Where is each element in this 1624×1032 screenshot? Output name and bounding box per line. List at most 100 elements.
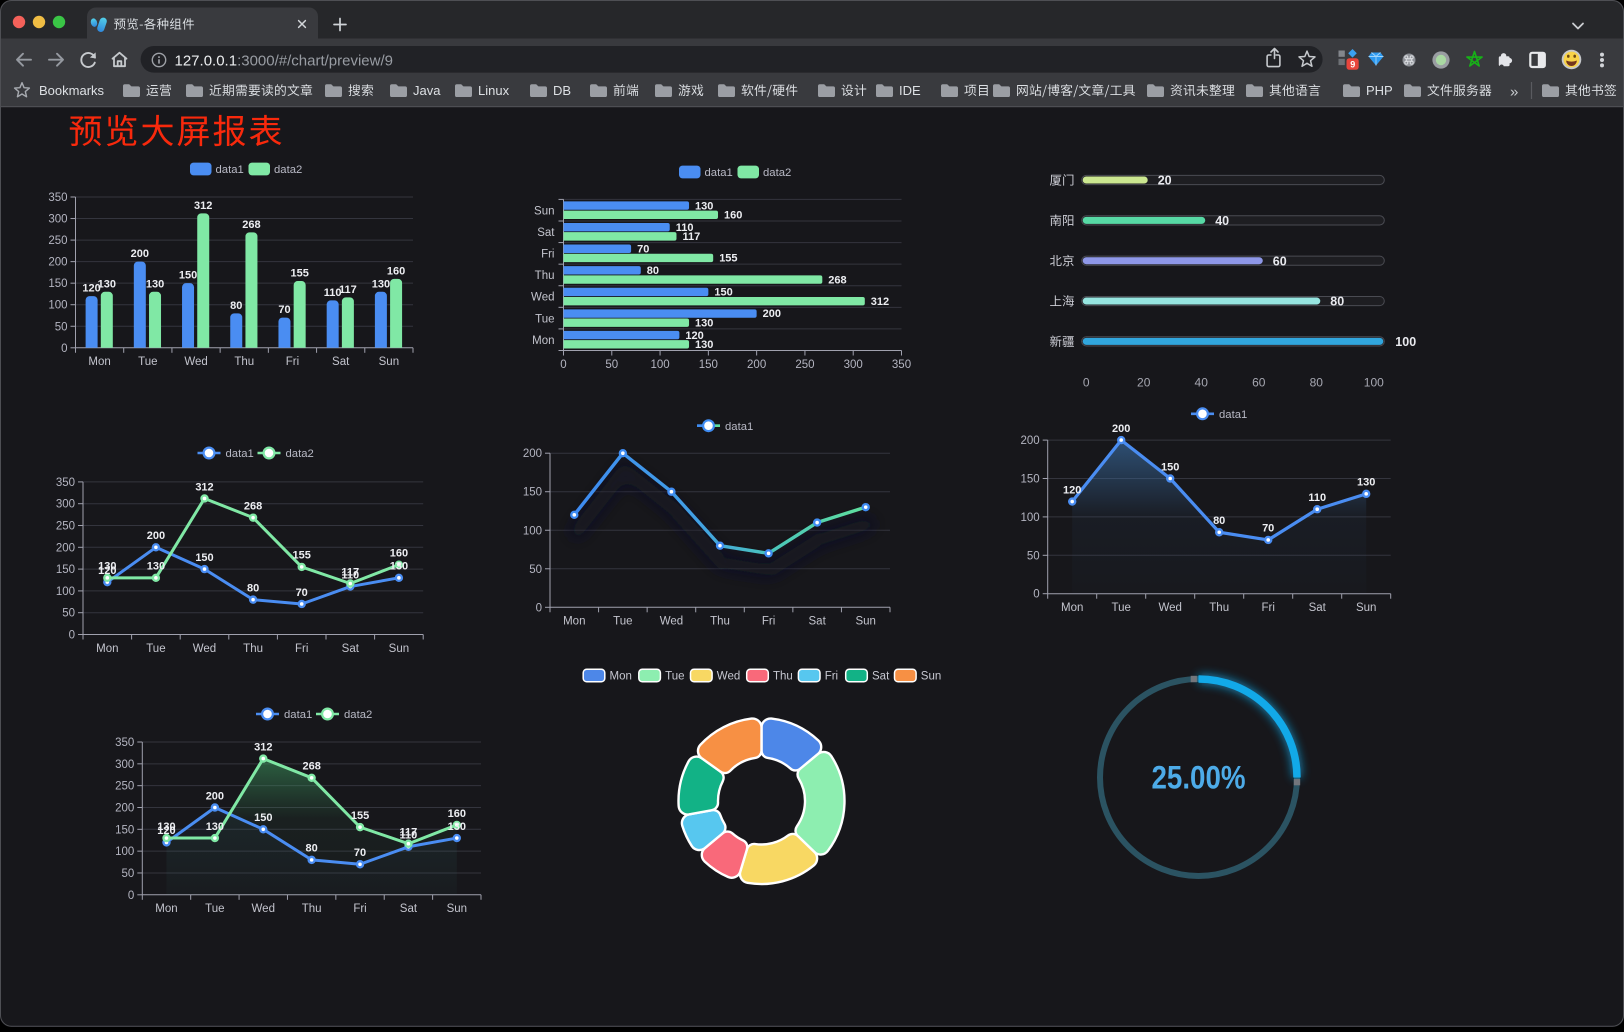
- svg-text:Tue: Tue: [535, 313, 554, 325]
- svg-text:100: 100: [1021, 512, 1040, 524]
- svg-text:data2: data2: [763, 167, 791, 179]
- svg-text:120: 120: [98, 565, 116, 577]
- svg-text:data1: data1: [284, 709, 312, 721]
- svg-text:50: 50: [55, 321, 68, 333]
- svg-text:250: 250: [48, 235, 67, 247]
- svg-text:Fri: Fri: [825, 671, 838, 683]
- svg-text:130: 130: [448, 821, 466, 833]
- svg-text:80: 80: [247, 582, 259, 594]
- svg-text:268: 268: [242, 219, 260, 231]
- svg-text:Wed: Wed: [193, 643, 216, 655]
- svg-text:70: 70: [296, 587, 308, 599]
- svg-text:200: 200: [206, 790, 224, 802]
- svg-text:100: 100: [115, 846, 134, 858]
- svg-text:130: 130: [695, 317, 713, 329]
- svg-text:110: 110: [341, 569, 359, 581]
- svg-text:300: 300: [115, 759, 134, 771]
- svg-text:155: 155: [351, 810, 369, 822]
- svg-text:268: 268: [828, 274, 846, 286]
- svg-text:130: 130: [157, 821, 175, 833]
- svg-text:50: 50: [62, 608, 75, 620]
- svg-text:0: 0: [536, 602, 542, 614]
- svg-text:100: 100: [48, 300, 67, 312]
- svg-text:50: 50: [1027, 550, 1040, 562]
- svg-text:150: 150: [699, 359, 718, 371]
- svg-text:130: 130: [98, 278, 116, 290]
- svg-text:Mon: Mon: [1061, 602, 1083, 614]
- svg-text:0: 0: [69, 630, 75, 642]
- svg-text:160: 160: [448, 808, 466, 820]
- svg-text:Sun: Sun: [921, 671, 941, 683]
- svg-text:130: 130: [390, 561, 408, 573]
- svg-text:150: 150: [48, 278, 67, 290]
- svg-text:Thu: Thu: [302, 903, 322, 915]
- svg-text:0: 0: [128, 890, 134, 902]
- svg-text:Tue: Tue: [138, 356, 157, 368]
- svg-text:150: 150: [1161, 461, 1179, 473]
- svg-text:150: 150: [254, 812, 272, 824]
- svg-text:150: 150: [523, 487, 542, 499]
- svg-text:Mon: Mon: [532, 335, 554, 347]
- svg-text:160: 160: [724, 209, 742, 221]
- svg-text:Sat: Sat: [537, 227, 555, 239]
- svg-text:250: 250: [115, 781, 134, 793]
- svg-text:350: 350: [115, 737, 134, 749]
- svg-text:120: 120: [1063, 484, 1081, 496]
- svg-text:Bookmarks: Bookmarks: [39, 83, 105, 98]
- svg-text:Mon: Mon: [88, 356, 110, 368]
- svg-text:120: 120: [82, 283, 100, 295]
- svg-text:60: 60: [1252, 376, 1266, 390]
- svg-text:9: 9: [1350, 59, 1355, 69]
- svg-text:350: 350: [56, 477, 75, 489]
- svg-text:110: 110: [324, 287, 342, 299]
- svg-text:268: 268: [244, 500, 262, 512]
- svg-text:Fri: Fri: [286, 356, 299, 368]
- svg-text:300: 300: [844, 359, 863, 371]
- svg-text:130: 130: [695, 339, 713, 351]
- svg-text:110: 110: [676, 222, 694, 234]
- svg-text:0: 0: [1083, 376, 1090, 390]
- svg-text:268: 268: [302, 761, 320, 773]
- svg-text:130: 130: [206, 821, 224, 833]
- svg-text:150: 150: [1021, 474, 1040, 486]
- svg-text:160: 160: [387, 265, 405, 277]
- svg-text:Wed: Wed: [252, 903, 275, 915]
- svg-text:100: 100: [1395, 335, 1416, 349]
- svg-text:250: 250: [56, 521, 75, 533]
- svg-text:DB: DB: [553, 83, 571, 98]
- svg-text:0: 0: [1033, 589, 1039, 601]
- svg-text:Sun: Sun: [389, 643, 409, 655]
- svg-text:130: 130: [1357, 477, 1375, 489]
- svg-text:70: 70: [278, 304, 290, 316]
- svg-text:80: 80: [1310, 376, 1324, 390]
- svg-text:312: 312: [254, 741, 272, 753]
- svg-text:70: 70: [1262, 523, 1274, 535]
- svg-text:Sat: Sat: [809, 616, 827, 628]
- svg-text:Thu: Thu: [1209, 602, 1229, 614]
- svg-text:»: »: [1510, 84, 1518, 101]
- svg-text:350: 350: [48, 192, 67, 204]
- svg-text:100: 100: [650, 359, 669, 371]
- svg-text:40: 40: [1215, 214, 1229, 228]
- svg-text:0: 0: [560, 359, 566, 371]
- svg-text:200: 200: [1021, 435, 1040, 447]
- svg-text:Thu: Thu: [535, 270, 555, 282]
- svg-text:data1: data1: [216, 164, 244, 176]
- svg-text:Thu: Thu: [710, 616, 730, 628]
- svg-text:70: 70: [637, 243, 649, 255]
- svg-text:data1: data1: [226, 448, 254, 460]
- svg-text:Wed: Wed: [717, 671, 740, 683]
- svg-text:Sat: Sat: [342, 643, 360, 655]
- svg-text:Tue: Tue: [665, 671, 684, 683]
- svg-text:117: 117: [682, 231, 700, 243]
- svg-text:80: 80: [230, 300, 242, 312]
- svg-text:Sat: Sat: [1309, 602, 1327, 614]
- svg-text:Tue: Tue: [1112, 602, 1131, 614]
- svg-text:Tue: Tue: [205, 903, 224, 915]
- svg-text:160: 160: [390, 548, 408, 560]
- svg-text:Mon: Mon: [155, 903, 177, 915]
- svg-text:Wed: Wed: [660, 616, 683, 628]
- svg-text:PHP: PHP: [1366, 83, 1393, 98]
- svg-text:Sun: Sun: [1356, 602, 1376, 614]
- svg-text:130: 130: [146, 278, 164, 290]
